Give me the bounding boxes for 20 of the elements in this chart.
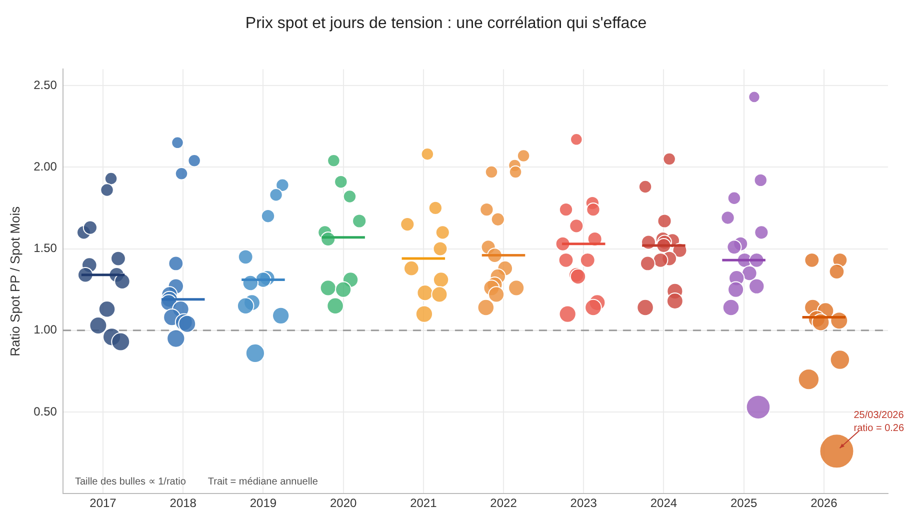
y-tick-label: 2.00 [34,159,58,174]
x-tick-label: 2018 [170,496,197,510]
annotation: 25/03/2026 ratio = 0.26 [854,410,904,434]
y-tick-label: 1.50 [34,241,58,256]
x-tick-label: 2026 [810,496,838,510]
y-tick-label: 1.00 [34,322,58,337]
x-tick-label: 2023 [570,496,598,510]
x-tick-label: 2021 [410,496,438,510]
y-axis-title: Ratio Spot PP / Spot Mois [7,206,22,356]
x-tick-label: 2020 [330,496,357,510]
y-tick-label: 0.50 [34,404,58,418]
y-tick-label: 2.50 [34,78,58,92]
chart-title: Prix spot et jours de tension : une corrélation qui s'efface [245,15,647,32]
x-tick-label: 2022 [490,496,518,510]
x-tick-label: 2025 [730,496,758,510]
x-tick-label: 2019 [250,496,277,510]
annotation: Taille des bulles ∝ 1/ratio [74,476,186,488]
x-tick-label: 2017 [90,496,117,510]
annotation: Trait = médiane annuelle [208,476,318,488]
x-tick-label: 2024 [650,496,678,510]
